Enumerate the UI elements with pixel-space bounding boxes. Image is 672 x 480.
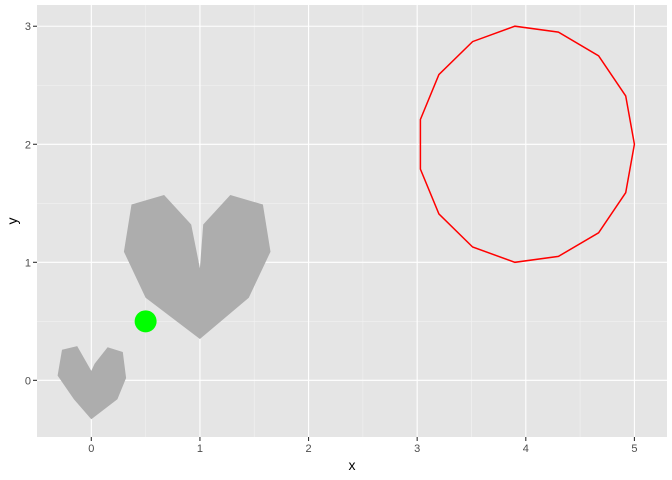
heart-shape-1 [57, 346, 127, 420]
y-tick-label: 1 [25, 257, 31, 269]
x-tick-label: 0 [88, 443, 94, 455]
x-tick-label: 5 [631, 443, 637, 455]
axis-ticks [33, 25, 635, 441]
y-axis-title: y [4, 218, 20, 225]
x-tick-label: 1 [197, 443, 203, 455]
tick-labels: 0 1 2 3 4 5 0 1 2 3 [25, 21, 638, 455]
x-tick-label: 4 [523, 443, 529, 455]
y-tick-label: 3 [25, 21, 31, 33]
data-point [134, 310, 157, 333]
x-tick-label: 3 [414, 443, 420, 455]
outline-polygon [419, 25, 636, 264]
chart-points [134, 310, 157, 333]
heart-shape-2 [123, 195, 271, 339]
x-axis-title: x [349, 457, 356, 473]
x-tick-label: 2 [305, 443, 311, 455]
y-tick-label: 2 [25, 139, 31, 151]
chart-shapes [57, 25, 636, 420]
y-tick-label: 0 [25, 375, 31, 387]
